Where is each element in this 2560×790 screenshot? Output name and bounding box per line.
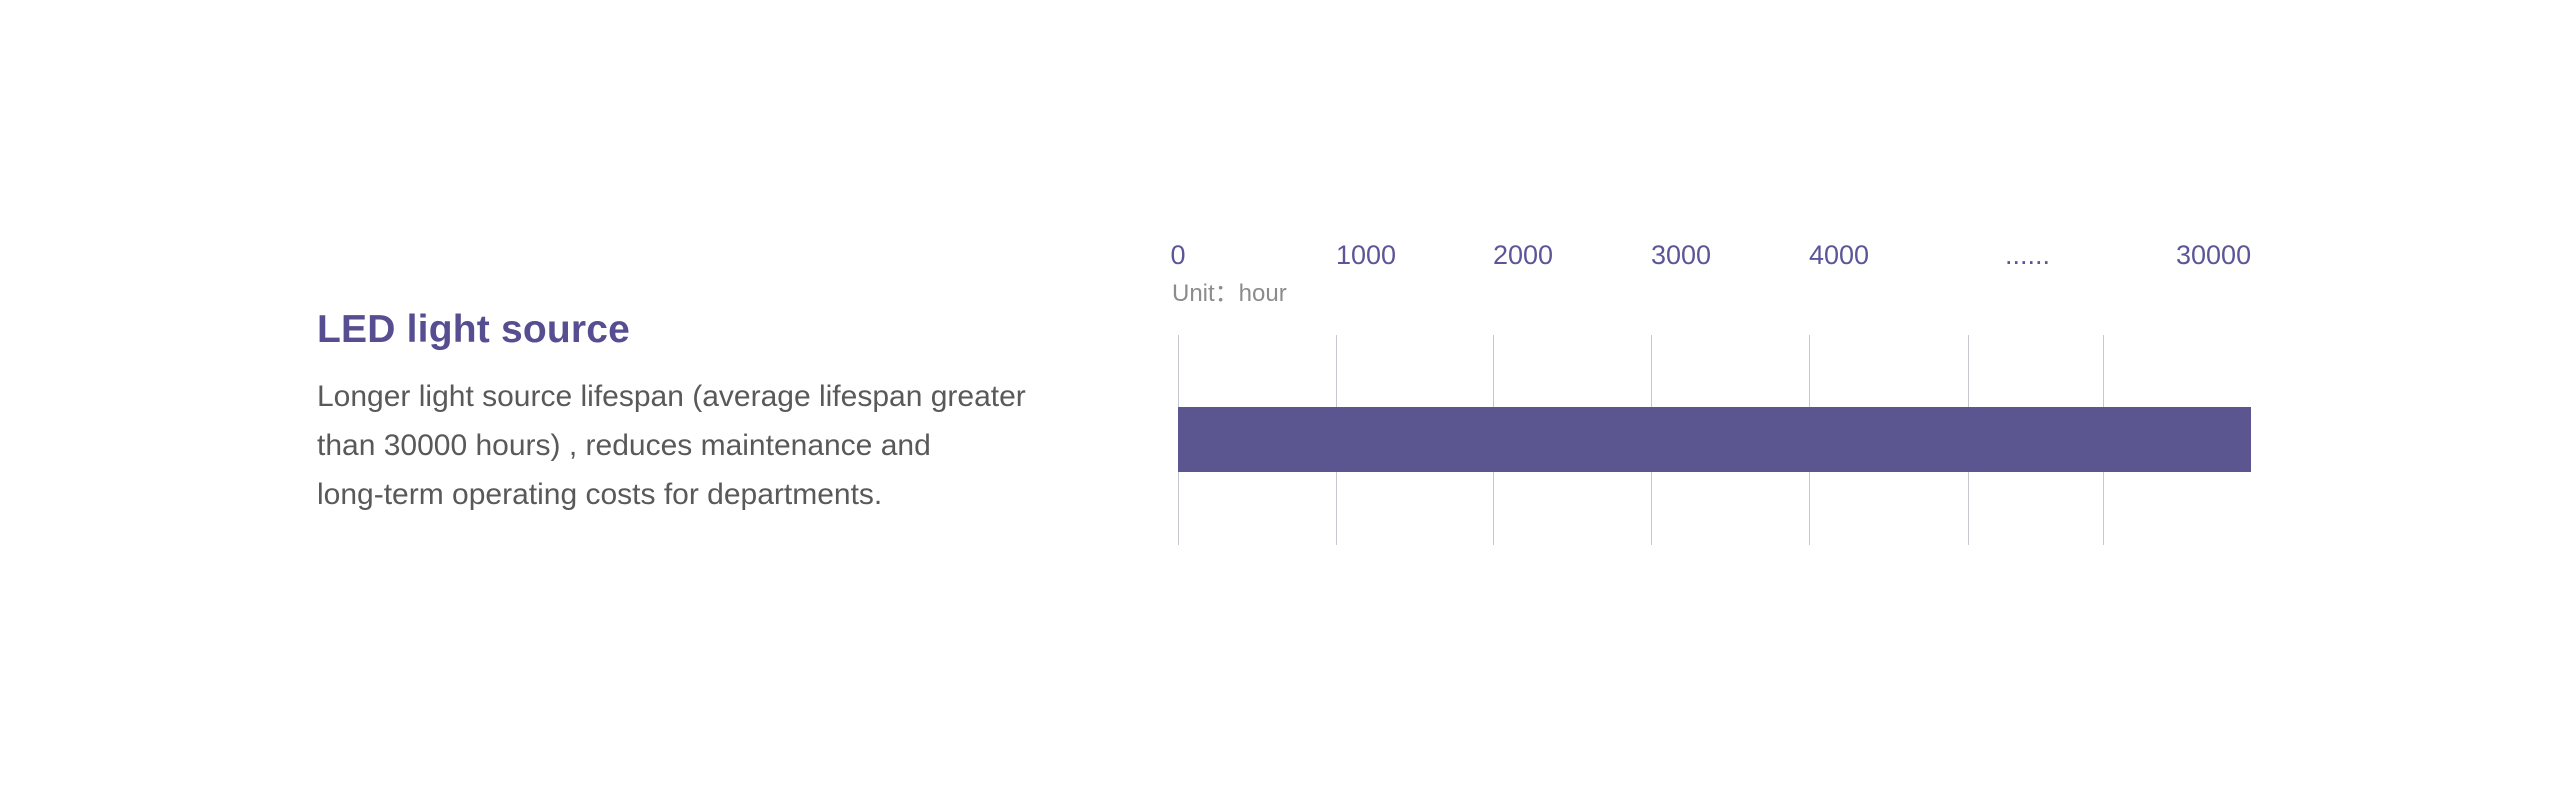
- x-axis-tick-label: 1000: [1336, 240, 1397, 270]
- x-axis-tick-label: 30000: [2176, 240, 2252, 270]
- lifespan-bar: [1178, 407, 2251, 472]
- description-line: long-term operating costs for department…: [317, 478, 883, 511]
- axis-unit-label: Unit：hour: [1172, 280, 1287, 307]
- x-axis-tick-label: 0: [1170, 240, 1186, 270]
- x-axis-tick-label: 2000: [1493, 240, 1554, 270]
- x-axis-tick-label: ......: [2005, 240, 2051, 270]
- description-line: than 30000 hours) , reduces maintenance …: [317, 429, 931, 462]
- section-description: Longer light source lifespan (average li…: [317, 372, 1026, 519]
- x-axis-tick-label: 4000: [1809, 240, 1870, 270]
- description-line: Longer light source lifespan (average li…: [317, 380, 1026, 413]
- section-title: LED light source: [317, 308, 631, 351]
- x-axis-tick-label: 3000: [1651, 240, 1712, 270]
